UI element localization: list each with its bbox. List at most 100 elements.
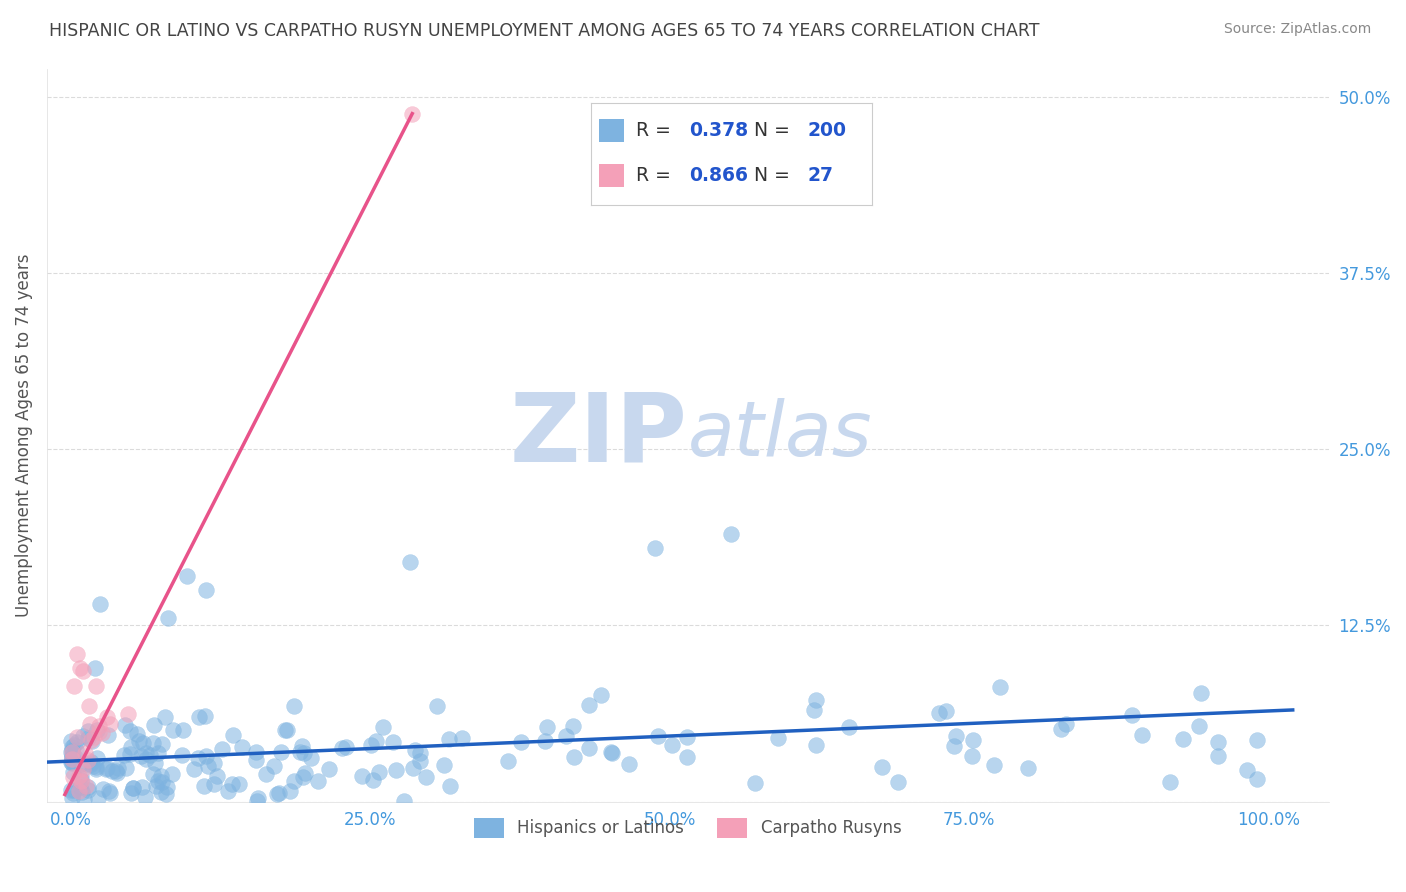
Point (266, 787, 288, 801)
Point (121, 780, 143, 795)
Point (62, 786, 84, 800)
Point (533, 734, 555, 748)
Point (129, 748, 152, 763)
Point (496, 754, 519, 768)
Point (65, 743, 87, 757)
Point (91, 726, 114, 740)
Point (142, 718, 165, 732)
Point (385, 763, 408, 777)
Point (120, 786, 142, 800)
Point (132, 735, 155, 749)
Point (205, 769, 228, 783)
Point (77, 783, 100, 797)
Point (870, 760, 893, 774)
Point (292, 747, 315, 761)
Point (63, 783, 86, 797)
Point (97, 784, 120, 798)
Point (146, 747, 169, 761)
Point (1121, 707, 1143, 722)
Point (86, 723, 108, 737)
Point (246, 790, 269, 805)
Point (945, 729, 967, 743)
Point (142, 766, 165, 780)
Point (401, 106, 423, 120)
Point (83, 731, 105, 745)
Point (63, 679, 86, 693)
Point (647, 729, 669, 743)
Point (270, 745, 292, 759)
Point (73, 746, 96, 760)
Point (84, 762, 107, 776)
Point (157, 611, 180, 625)
Point (617, 756, 640, 771)
Point (134, 789, 156, 804)
Point (278, 783, 301, 797)
Point (960, 749, 983, 764)
Point (135, 746, 157, 760)
Point (183, 762, 205, 776)
Bar (599, 164, 624, 186)
Point (263, 759, 285, 773)
Point (887, 775, 910, 789)
Point (838, 720, 860, 734)
Point (150, 738, 173, 752)
Point (162, 723, 184, 737)
Point (62, 740, 84, 755)
Text: N =: N = (754, 120, 796, 140)
Point (70, 785, 93, 799)
Point (187, 750, 209, 764)
Point (228, 777, 250, 791)
Point (404, 743, 426, 757)
Point (66, 734, 89, 748)
Point (60, 756, 83, 771)
Point (69, 780, 91, 795)
Point (63, 738, 86, 752)
Point (80, 732, 103, 747)
Point (561, 719, 583, 733)
Point (120, 740, 142, 755)
Point (193, 780, 215, 794)
Point (72, 762, 94, 776)
Point (415, 771, 437, 785)
Point (1246, 772, 1268, 786)
Point (128, 734, 150, 748)
Point (599, 745, 621, 759)
Point (89, 597, 111, 611)
Point (962, 732, 984, 747)
Point (62, 770, 84, 784)
Point (79, 757, 101, 772)
Text: R =: R = (636, 166, 676, 185)
Point (562, 750, 585, 764)
Point (1189, 686, 1212, 700)
Point (221, 777, 243, 791)
Text: 27: 27 (807, 166, 832, 185)
Point (62, 746, 84, 760)
Point (77, 698, 100, 713)
Point (536, 720, 558, 734)
Point (1130, 728, 1153, 742)
Point (84, 759, 107, 773)
Point (145, 779, 167, 793)
Point (254, 767, 277, 781)
Point (675, 730, 697, 744)
Point (69, 774, 91, 789)
Point (155, 787, 177, 801)
Bar (599, 119, 624, 142)
Point (79, 755, 101, 769)
Point (197, 759, 219, 773)
Point (60, 734, 83, 748)
Point (77, 753, 100, 767)
Point (578, 740, 600, 755)
Point (79, 716, 101, 731)
Legend: Hispanics or Latinos, Carpatho Rusyns: Hispanics or Latinos, Carpatho Rusyns (467, 811, 908, 845)
Point (591, 689, 613, 703)
Point (935, 704, 957, 718)
Point (80, 734, 103, 748)
Point (83, 661, 105, 675)
Point (69, 757, 91, 772)
Point (94, 762, 117, 776)
Point (69, 770, 91, 784)
Point (117, 706, 139, 721)
Point (72, 792, 94, 806)
Point (307, 773, 329, 788)
